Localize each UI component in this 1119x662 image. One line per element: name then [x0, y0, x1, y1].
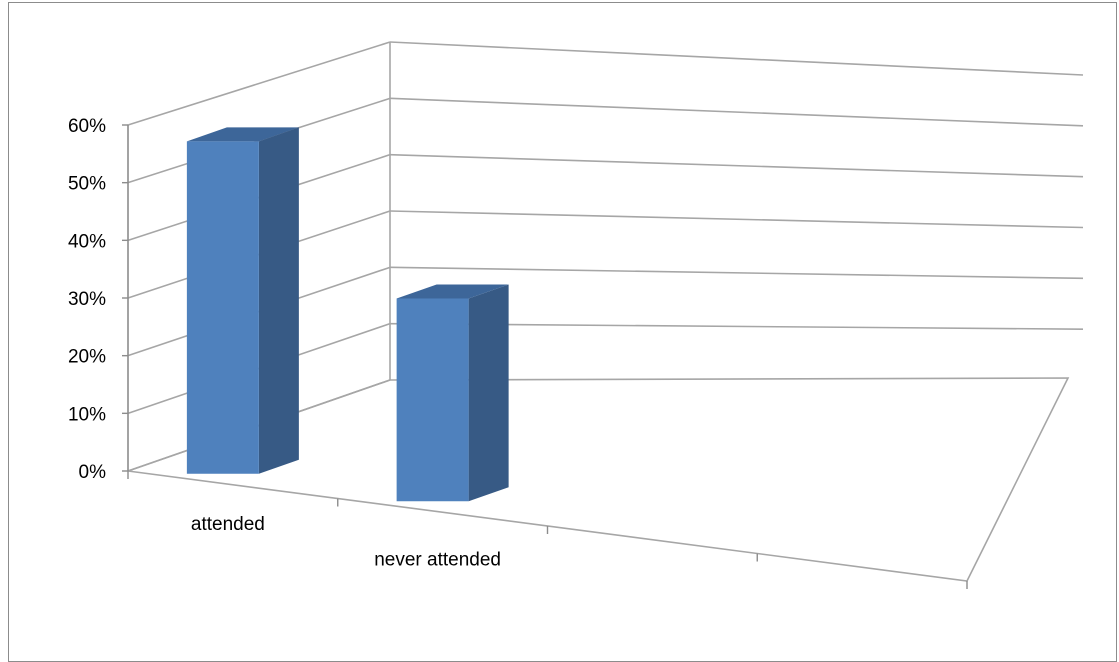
- side-gridline: [127, 41, 391, 126]
- y-tick-label: 30%: [68, 289, 106, 310]
- x-category-label: never attended: [374, 549, 501, 570]
- y-tick-label: 40%: [68, 231, 106, 252]
- y-tick-label: 0%: [79, 462, 107, 483]
- x-category-label: attended: [191, 514, 265, 535]
- axis-ticks: [122, 124, 968, 589]
- back-gridline: [389, 97, 1084, 127]
- bar-attended: [186, 141, 259, 474]
- bar-top-face: [396, 284, 509, 299]
- bar-side-face: [258, 127, 299, 474]
- y-tick-label: 20%: [68, 347, 106, 368]
- bar-top-face: [186, 127, 299, 142]
- bar-never-attended: [396, 298, 469, 502]
- back-gridline: [389, 210, 1084, 229]
- bar-side-face: [468, 284, 509, 502]
- y-axis-tick-labels: 0% 10% 20% 30% 40% 50% 60%: [68, 116, 106, 483]
- x-axis-category-labels: attended never attended: [191, 514, 501, 571]
- y-tick-label: 10%: [68, 404, 106, 425]
- bars: [186, 127, 509, 502]
- back-gridline: [389, 41, 1084, 76]
- back-gridline: [389, 153, 1084, 178]
- y-tick-label: 50%: [68, 174, 106, 195]
- back-gridline: [389, 266, 1084, 280]
- y-tick-label: 60%: [68, 116, 106, 137]
